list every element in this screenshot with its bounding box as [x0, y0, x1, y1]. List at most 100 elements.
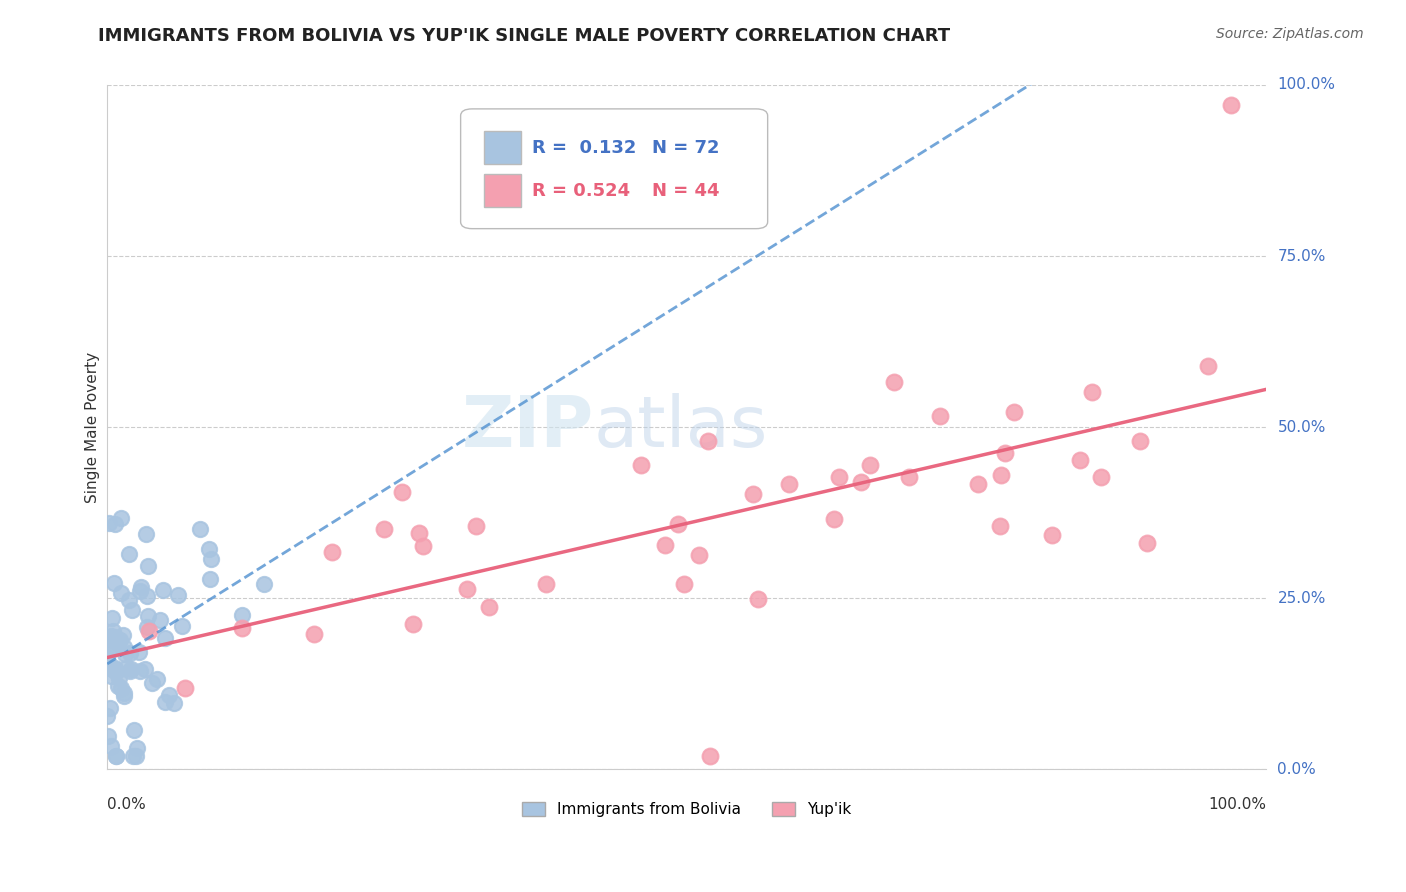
Point — [990, 468, 1012, 483]
Point — [104, 516, 127, 531]
Point — [198, 541, 221, 556]
Point — [1069, 452, 1091, 467]
Text: Source: ZipAtlas.com: Source: ZipAtlas.com — [1216, 27, 1364, 41]
Point — [1129, 434, 1152, 448]
Point — [402, 617, 425, 632]
Point — [105, 632, 128, 646]
Point — [114, 647, 136, 661]
Point — [666, 517, 689, 532]
Point — [101, 662, 124, 676]
Point — [122, 723, 145, 738]
Text: 75.0%: 75.0% — [1278, 249, 1326, 263]
Point — [699, 748, 721, 763]
Point — [478, 599, 501, 614]
Point — [136, 609, 159, 624]
Point — [101, 624, 124, 639]
Point — [897, 470, 920, 484]
Point — [135, 589, 157, 603]
Point — [98, 516, 121, 530]
Point — [174, 681, 197, 695]
Point — [97, 659, 120, 673]
Point — [97, 730, 120, 744]
Point — [1136, 535, 1159, 549]
Text: ZIP: ZIP — [461, 392, 593, 462]
Point — [114, 660, 136, 674]
Point — [534, 577, 557, 591]
Point — [125, 741, 148, 756]
Point — [107, 635, 129, 649]
Point — [98, 645, 121, 659]
Point — [118, 646, 141, 660]
Point — [163, 696, 186, 710]
Point — [1081, 385, 1104, 400]
Point — [304, 626, 326, 640]
Point — [157, 688, 180, 702]
Point — [100, 669, 122, 683]
Point — [373, 522, 395, 536]
Point — [136, 559, 159, 574]
Point — [125, 748, 148, 763]
Point — [110, 681, 132, 696]
Point — [1197, 359, 1219, 373]
Point — [688, 549, 710, 563]
Point — [928, 409, 950, 423]
Point — [456, 582, 478, 597]
Point — [188, 522, 211, 536]
Point — [152, 583, 174, 598]
Bar — [484, 131, 520, 163]
Point — [231, 621, 253, 635]
Point — [153, 632, 176, 646]
Point — [1090, 470, 1112, 484]
Text: 100.0%: 100.0% — [1278, 78, 1336, 93]
Point — [153, 695, 176, 709]
Point — [1042, 527, 1064, 541]
Point — [105, 665, 128, 680]
Point — [198, 572, 221, 586]
Point — [138, 624, 160, 638]
Point — [100, 632, 122, 647]
Point — [391, 485, 413, 500]
Point — [103, 630, 125, 644]
Point — [200, 552, 222, 566]
FancyBboxPatch shape — [461, 109, 768, 228]
Point — [231, 607, 253, 622]
Text: 100.0%: 100.0% — [1208, 797, 1265, 812]
Point — [465, 519, 488, 533]
Point — [118, 547, 141, 561]
Legend: Immigrants from Bolivia, Yup'ik: Immigrants from Bolivia, Yup'ik — [516, 796, 858, 823]
Text: 50.0%: 50.0% — [1278, 419, 1326, 434]
Text: 0.0%: 0.0% — [1278, 762, 1316, 777]
Point — [120, 662, 142, 676]
Point — [170, 619, 193, 633]
Point — [630, 458, 652, 472]
Point — [135, 527, 157, 541]
Point — [118, 665, 141, 679]
Point — [654, 538, 676, 552]
Point — [827, 469, 849, 483]
Point — [103, 662, 125, 676]
Point — [98, 643, 121, 657]
Point — [121, 603, 143, 617]
Point — [883, 376, 905, 390]
Text: atlas: atlas — [593, 392, 768, 462]
Point — [110, 511, 132, 525]
Y-axis label: Single Male Poverty: Single Male Poverty — [86, 351, 100, 503]
Text: 0.0%: 0.0% — [107, 797, 146, 812]
Text: IMMIGRANTS FROM BOLIVIA VS YUP'IK SINGLE MALE POVERTY CORRELATION CHART: IMMIGRANTS FROM BOLIVIA VS YUP'IK SINGLE… — [98, 27, 950, 45]
Point — [100, 629, 122, 643]
Point — [110, 633, 132, 648]
Point — [112, 640, 135, 654]
Point — [1220, 98, 1243, 112]
Text: N = 72: N = 72 — [652, 139, 720, 157]
Point — [994, 446, 1017, 460]
Point — [128, 645, 150, 659]
Point — [104, 748, 127, 763]
Point — [149, 613, 172, 627]
Point — [966, 477, 988, 491]
Point — [112, 628, 135, 642]
Point — [321, 544, 343, 558]
Text: R = 0.524: R = 0.524 — [533, 182, 630, 200]
Point — [1004, 405, 1026, 419]
Point — [103, 575, 125, 590]
Point — [134, 663, 156, 677]
